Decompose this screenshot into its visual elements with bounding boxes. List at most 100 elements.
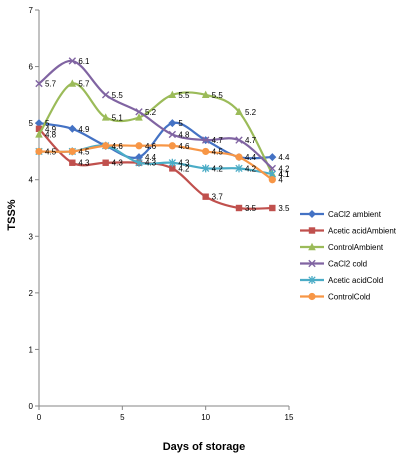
data-point-controlcold	[268, 176, 276, 184]
legend-swatch-marker	[308, 242, 316, 251]
data-label-cacl2-cold: 5.5	[112, 91, 124, 100]
series-layer	[35, 57, 277, 212]
legend-label: Acetic acidCold	[328, 276, 383, 285]
data-label-cacl2-cold: 4.2	[278, 164, 290, 173]
data-point-cacl2-cold	[35, 79, 43, 88]
data-label-acetic-acidambient: 3.5	[245, 204, 257, 213]
data-point-controlambient	[168, 90, 177, 99]
data-point-controlcold	[102, 142, 110, 150]
data-point-controlambient	[101, 113, 110, 121]
data-point-cacl2-ambient	[68, 124, 77, 133]
legend-item-controlcold: ControlCold	[300, 293, 370, 302]
data-point-acetic-acidcold	[235, 164, 243, 173]
data-label-controlambient: 5.2	[245, 108, 257, 117]
legend-label: ControlCold	[328, 293, 370, 302]
data-point-acetic-acidambient	[69, 159, 76, 166]
data-point-acetic-acidcold	[202, 164, 210, 173]
data-label-acetic-acidcold: 4.1	[278, 170, 290, 179]
data-point-acetic-acidcold	[168, 158, 176, 167]
y-axis-title: TSS%	[6, 199, 18, 230]
data-label-controlcold: 4.6	[178, 142, 190, 151]
y-tick-label: 2	[29, 289, 34, 298]
data-point-cacl2-cold	[201, 136, 210, 144]
data-label-cacl2-cold: 4.8	[178, 130, 190, 139]
data-point-cacl2-cold	[235, 136, 243, 144]
data-point-acetic-acidambient	[102, 159, 109, 166]
y-tick-label: 5	[29, 119, 34, 128]
axes: 0 1 2 3 4 5 6 7 0 5 10 15	[29, 6, 294, 422]
y-tick-label: 1	[29, 345, 34, 354]
legend-label: ControlAmbient	[328, 243, 384, 252]
data-point-cacl2-cold	[268, 164, 277, 173]
data-point-cacl2-ambient	[268, 153, 277, 162]
data-label-controlambient: 5.5	[178, 91, 190, 100]
data-label-cacl2-ambient: 4.4	[245, 153, 257, 162]
x-tick-label: 0	[37, 413, 42, 422]
data-label-controlcold: 4	[278, 176, 283, 185]
data-point-acetic-acidambient	[202, 193, 209, 200]
legend-label: CaCl2 cold	[328, 260, 367, 269]
data-point-controlcold	[235, 153, 243, 161]
legend-swatch-marker	[308, 227, 316, 234]
data-label-cacl2-cold: 5.2	[145, 108, 157, 117]
data-label-cacl2-ambient: 4.4	[145, 153, 157, 162]
data-label-controlambient: 5.5	[212, 91, 224, 100]
legend-swatch-marker	[308, 292, 316, 301]
data-label-cacl2-cold: 5.7	[45, 80, 57, 89]
data-label-acetic-acidcold: 4.2	[245, 164, 257, 173]
data-label-cacl2-ambient: 4.9	[78, 125, 90, 134]
data-label-cacl2-cold: 6.1	[78, 57, 90, 66]
data-label-acetic-acidambient: 4.9	[45, 125, 57, 134]
data-label-controlcold: 4.5	[45, 147, 57, 156]
data-point-cacl2-ambient	[135, 153, 143, 162]
legend-item-cacl2-ambient: CaCl2 ambient	[300, 210, 382, 219]
data-label-acetic-acidambient: 4.3	[112, 159, 124, 168]
y-tick-label: 6	[29, 63, 34, 72]
data-point-controlambient	[68, 79, 77, 87]
data-label-acetic-acidambient: 3.5	[278, 204, 290, 213]
legend-item-acetic-acidcold: Acetic acidCold	[300, 276, 383, 285]
data-point-cacl2-cold	[101, 91, 110, 99]
legend-label: CaCl2 ambient	[328, 210, 382, 219]
data-label-controlcold: 4.5	[78, 147, 90, 156]
data-label-acetic-acidambient: 4.3	[145, 159, 157, 168]
legend-label: Acetic acidAmbient	[328, 227, 397, 236]
data-label-cacl2-ambient: 4.7	[212, 136, 224, 145]
legend-item-acetic-acidambient: Acetic acidAmbient	[300, 227, 397, 236]
data-label-acetic-acidambient: 3.7	[212, 193, 224, 202]
data-point-cacl2-ambient	[168, 119, 177, 128]
data-label-controlcold: 4.6	[145, 142, 157, 151]
data-label-controlcold: 4.5	[212, 147, 224, 156]
y-tick-label: 7	[29, 6, 34, 15]
data-point-cacl2-ambient	[35, 119, 43, 128]
data-point-cacl2-cold	[135, 108, 143, 116]
data-point-cacl2-cold	[168, 130, 177, 139]
data-label-controlambient: 4.8	[45, 130, 57, 139]
data-label-acetic-acidcold: 4.2	[212, 164, 224, 173]
data-point-acetic-acidambient	[35, 125, 43, 132]
data-label-cacl2-ambient: 4.4	[278, 153, 290, 162]
legend-swatch-marker	[308, 259, 316, 268]
x-tick-label: 15	[285, 413, 294, 422]
data-point-acetic-acidambient	[169, 165, 176, 172]
data-label-controlcold: 4.6	[112, 142, 124, 151]
data-label-acetic-acidambient: 4.3	[78, 159, 90, 168]
data-point-controlambient	[35, 130, 43, 138]
data-label-controlambient: 4.1	[278, 170, 290, 179]
x-tick-label: 10	[201, 413, 210, 422]
data-label-controlambient: 5.1	[112, 113, 124, 122]
data-label-cacl2-ambient: 5	[45, 119, 50, 128]
x-tick-label: 5	[120, 413, 125, 422]
data-label-layer: 54.94.454.74.4 4.44.94.3 4.3 4.34.23.73.5 3.…	[45, 57, 290, 213]
legend-swatch-marker	[308, 210, 316, 218]
data-point-controlcold	[202, 147, 210, 156]
data-point-controlambient	[201, 90, 210, 99]
legend: CaCl2 ambient Acetic acidAmbient ControlAm…	[300, 210, 397, 302]
data-label-acetic-acidambient: 4.2	[178, 164, 190, 173]
data-point-controlcold	[135, 142, 143, 150]
data-label-controlambient: 5.7	[78, 80, 90, 89]
y-tick-label: 0	[29, 402, 34, 411]
data-point-acetic-acidcold	[135, 158, 143, 167]
